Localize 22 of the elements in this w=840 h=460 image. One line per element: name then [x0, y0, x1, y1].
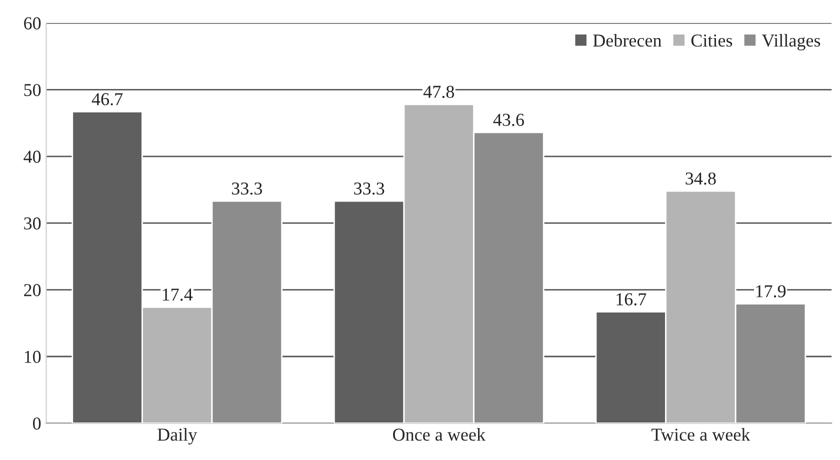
y-tick-label: 30 — [24, 217, 41, 230]
legend-label: Villages — [762, 34, 820, 50]
data-label: 16.7 — [616, 293, 646, 306]
legend-label: Cities — [691, 34, 732, 47]
x-tick-label: Daily — [158, 428, 198, 444]
data-label: 33.3 — [232, 182, 262, 195]
y-tick-label: 0 — [33, 417, 41, 430]
y-tick-label: 50 — [24, 84, 41, 96]
data-label: 17.9 — [756, 285, 786, 298]
data-label: 43.6 — [493, 114, 524, 126]
y-tick-label: 20 — [24, 284, 41, 296]
data-label: 46.7 — [92, 93, 123, 106]
x-tick-label: Once a week — [393, 428, 486, 441]
y-tick-label: 40 — [24, 150, 41, 163]
x-tick-label: Twice a week — [652, 428, 750, 441]
data-label: 33.3 — [354, 182, 384, 195]
y-tick-label: 10 — [24, 350, 41, 363]
data-label: 47.8 — [423, 86, 454, 98]
data-label: 17.4 — [162, 288, 193, 301]
data-label: 34.8 — [686, 172, 716, 185]
y-tick-label: 60 — [24, 17, 41, 30]
legend-label: Debrecen — [593, 34, 662, 47]
